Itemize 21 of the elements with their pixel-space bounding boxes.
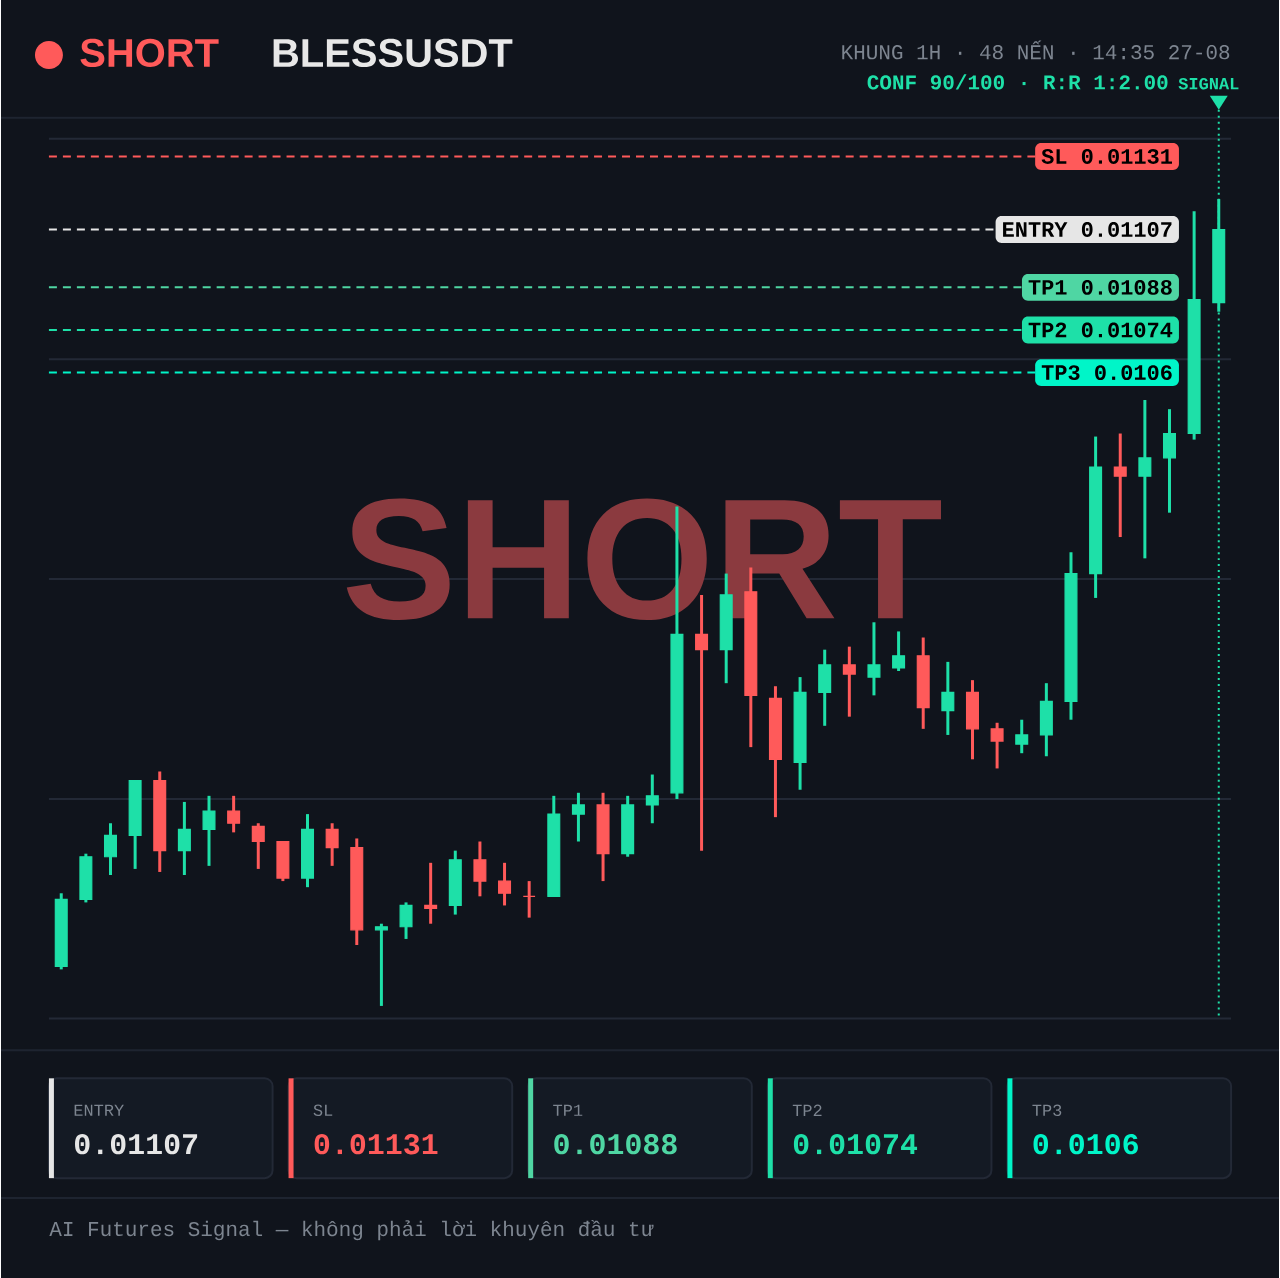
text: SIGNAL [1178, 77, 1239, 90]
text: 0.01131 [314, 1134, 438, 1155]
text: AI Futures Signal — không phải lời khuyên đầu tư [49, 1219, 654, 1241]
ref-line-label: TP1 0.01088 [1028, 279, 1172, 295]
text: ENTRY [74, 1104, 124, 1116]
text: TP1 [553, 1104, 583, 1116]
text: 0.01074 [793, 1134, 918, 1155]
ref-line-label: SL 0.01131 [1041, 148, 1172, 164]
text: TP2 [792, 1104, 822, 1116]
text: TP3 [1032, 1104, 1062, 1117]
text: 0.01107 [75, 1134, 198, 1155]
text: 0.01088 [554, 1134, 677, 1155]
ref-line-label: TP2 0.01074 [1028, 322, 1173, 338]
text: CONF 90/100 · R:R 1:2.00 [867, 74, 1168, 90]
ref-line-label: ENTRY 0.01107 [1003, 222, 1172, 237]
ref-line-label: TP3 0.0106 [1041, 365, 1172, 381]
chart-title: BLESSUSDT [273, 38, 513, 68]
text: KHUNG 1H · 48 NẾN · 14:35 27-08 [842, 40, 1230, 60]
text: 0.0106 [1033, 1134, 1138, 1155]
text: SHORT [80, 38, 219, 68]
text: SL [313, 1104, 333, 1117]
